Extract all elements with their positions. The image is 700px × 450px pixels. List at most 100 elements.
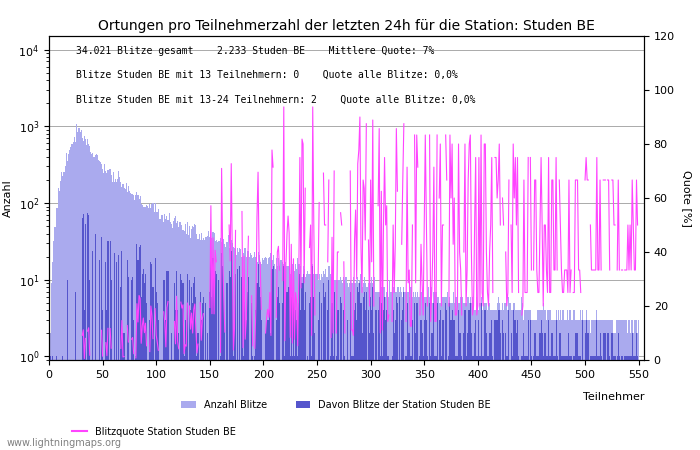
Bar bbox=[332, 356, 334, 450]
Bar bbox=[395, 297, 397, 450]
Bar bbox=[584, 333, 586, 450]
Bar bbox=[468, 297, 469, 450]
Text: www.lightningmaps.org: www.lightningmaps.org bbox=[7, 438, 122, 448]
Bar bbox=[387, 292, 388, 450]
Bar bbox=[357, 287, 358, 450]
Bar bbox=[334, 292, 335, 450]
Bar bbox=[328, 280, 329, 450]
Bar bbox=[506, 303, 507, 450]
Bar bbox=[544, 310, 545, 450]
Bar bbox=[464, 310, 466, 450]
Bar bbox=[454, 320, 455, 450]
Bar bbox=[564, 320, 565, 450]
Bar bbox=[391, 356, 393, 450]
Bar bbox=[330, 356, 332, 450]
Bar bbox=[488, 303, 489, 450]
Bar bbox=[352, 356, 353, 450]
Bar bbox=[179, 222, 181, 450]
Bar bbox=[593, 320, 594, 450]
Bar bbox=[117, 179, 118, 450]
Bar bbox=[219, 241, 220, 450]
Bar bbox=[461, 297, 462, 450]
Bar bbox=[252, 356, 253, 450]
Bar bbox=[220, 356, 221, 450]
Bar bbox=[348, 287, 349, 450]
Bar bbox=[635, 320, 636, 450]
Bar bbox=[69, 150, 70, 450]
Bar bbox=[461, 356, 462, 450]
Bar bbox=[454, 303, 455, 450]
Bar bbox=[249, 256, 250, 450]
Bar bbox=[530, 310, 531, 450]
Bar bbox=[437, 303, 438, 450]
Bar bbox=[368, 310, 369, 450]
Bar bbox=[247, 251, 248, 450]
Bar bbox=[416, 303, 417, 450]
Bar bbox=[366, 287, 367, 450]
Bar bbox=[549, 356, 550, 450]
Bar bbox=[577, 333, 578, 450]
Bar bbox=[471, 333, 472, 450]
Bar bbox=[429, 297, 430, 450]
Bar bbox=[359, 280, 360, 450]
Bar bbox=[622, 320, 623, 450]
Bar bbox=[193, 227, 195, 450]
Bar bbox=[372, 283, 373, 450]
Bar bbox=[294, 271, 295, 450]
Bar bbox=[415, 333, 416, 450]
Bar bbox=[270, 333, 272, 450]
Bar bbox=[579, 320, 580, 450]
Bar bbox=[533, 356, 534, 450]
Bar bbox=[373, 333, 374, 450]
Bar bbox=[608, 320, 609, 450]
Bar bbox=[237, 269, 238, 450]
Bar bbox=[379, 280, 381, 450]
Bar bbox=[238, 252, 239, 450]
Bar bbox=[575, 320, 576, 450]
Bar bbox=[491, 320, 492, 450]
Bar bbox=[173, 221, 174, 450]
Bar bbox=[424, 297, 425, 450]
Bar bbox=[397, 303, 398, 450]
Bar bbox=[178, 333, 179, 450]
Bar bbox=[547, 310, 548, 450]
Bar bbox=[139, 245, 141, 450]
Bar bbox=[577, 320, 578, 450]
Bar bbox=[308, 274, 309, 450]
Bar bbox=[300, 310, 302, 450]
Bar bbox=[400, 287, 401, 450]
Bar bbox=[384, 287, 385, 450]
Bar bbox=[100, 162, 101, 450]
Bar bbox=[480, 297, 482, 450]
Bar bbox=[492, 356, 493, 450]
Bar bbox=[415, 292, 416, 450]
Bar bbox=[193, 283, 195, 450]
Bar bbox=[87, 213, 88, 450]
Bar bbox=[482, 356, 483, 450]
Bar bbox=[280, 260, 281, 450]
Bar bbox=[457, 356, 458, 450]
Bar bbox=[94, 156, 96, 450]
Bar bbox=[629, 333, 631, 450]
Bar bbox=[626, 356, 627, 450]
Bar bbox=[110, 241, 111, 450]
Bar bbox=[426, 297, 427, 450]
Bar bbox=[512, 310, 514, 450]
Bar bbox=[403, 287, 405, 450]
Bar bbox=[225, 247, 226, 450]
Bar bbox=[343, 310, 344, 450]
Bar bbox=[489, 303, 490, 450]
Bar bbox=[424, 320, 425, 450]
Bar bbox=[292, 264, 293, 450]
Bar bbox=[151, 264, 153, 450]
Bar bbox=[597, 356, 598, 450]
Bar bbox=[121, 186, 122, 450]
Bar bbox=[126, 183, 127, 450]
Bar bbox=[202, 303, 203, 450]
Bar bbox=[143, 269, 144, 450]
Bar bbox=[286, 292, 288, 450]
Bar bbox=[596, 310, 597, 450]
Bar bbox=[412, 320, 413, 450]
Bar bbox=[220, 238, 221, 450]
Bar bbox=[204, 240, 205, 450]
